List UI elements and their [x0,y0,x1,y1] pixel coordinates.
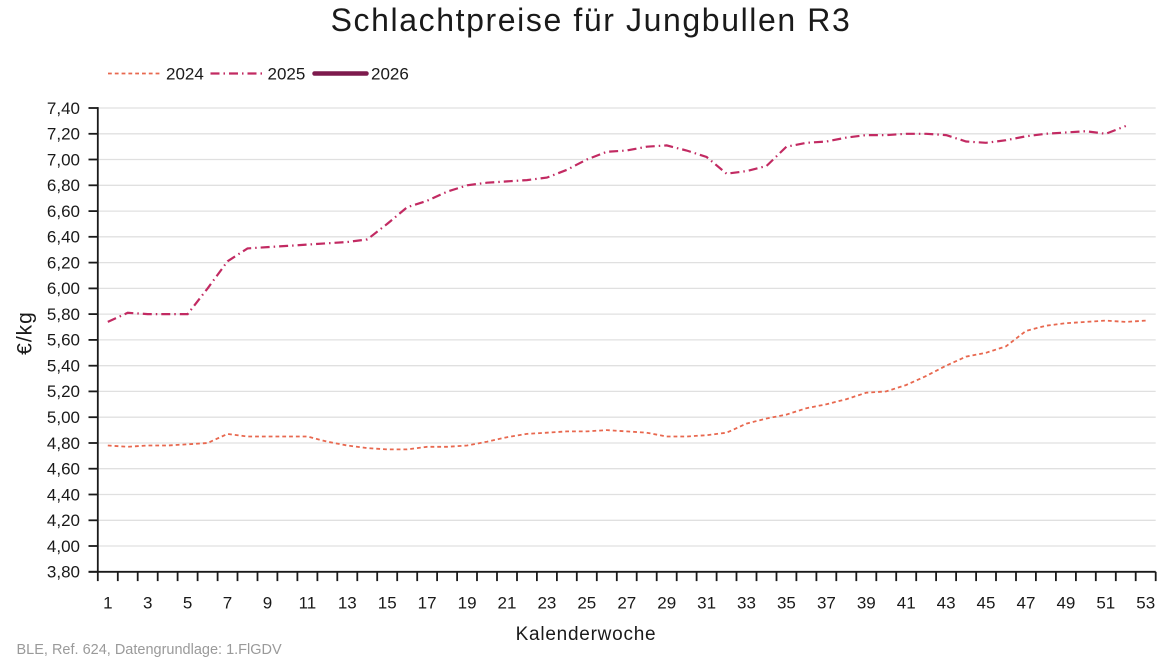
svg-text:11: 11 [299,594,317,613]
svg-text:6,20: 6,20 [47,253,80,272]
svg-text:33: 33 [737,594,756,613]
svg-text:7,00: 7,00 [47,150,80,169]
svg-text:23: 23 [537,594,556,613]
svg-text:5: 5 [183,594,192,613]
svg-text:€/kg: €/kg [14,311,37,355]
svg-text:7,20: 7,20 [47,125,80,144]
svg-text:1: 1 [103,594,112,613]
svg-text:49: 49 [1056,594,1075,613]
svg-text:4,60: 4,60 [47,460,80,479]
svg-text:41: 41 [897,594,916,613]
svg-text:5,40: 5,40 [47,357,80,376]
svg-text:6,80: 6,80 [47,176,80,195]
svg-text:47: 47 [1017,594,1036,613]
svg-text:37: 37 [817,594,836,613]
svg-text:39: 39 [857,594,876,613]
svg-text:7,40: 7,40 [47,99,80,118]
svg-text:29: 29 [657,594,676,613]
svg-text:7: 7 [223,594,232,613]
svg-text:3,80: 3,80 [47,563,80,582]
svg-text:Kalenderwoche: Kalenderwoche [516,624,657,645]
svg-text:5,80: 5,80 [47,305,80,324]
svg-text:17: 17 [418,594,437,613]
svg-text:4,80: 4,80 [47,434,80,453]
svg-text:35: 35 [777,594,796,613]
svg-text:6,40: 6,40 [47,228,80,247]
svg-text:51: 51 [1096,594,1115,613]
svg-text:15: 15 [378,594,397,613]
svg-text:5,60: 5,60 [47,331,80,350]
svg-text:19: 19 [458,594,477,613]
svg-text:6,00: 6,00 [47,279,80,298]
svg-text:25: 25 [577,594,596,613]
svg-text:9: 9 [263,594,272,613]
svg-text:43: 43 [937,594,956,613]
svg-text:4,40: 4,40 [47,485,80,504]
svg-text:5,00: 5,00 [47,408,80,427]
svg-text:27: 27 [617,594,636,613]
svg-text:2026: 2026 [371,65,409,84]
svg-text:3: 3 [143,594,152,613]
svg-text:Schlachtpreise für Jungbullen: Schlachtpreise für Jungbullen R3 [331,2,852,38]
svg-text:4,20: 4,20 [47,511,80,530]
svg-text:4,00: 4,00 [47,537,80,556]
svg-text:53: 53 [1136,594,1155,613]
svg-text:6,60: 6,60 [47,202,80,221]
svg-text:31: 31 [697,594,716,613]
svg-text:5,20: 5,20 [47,382,80,401]
svg-text:2025: 2025 [268,65,306,84]
svg-text:21: 21 [498,594,517,613]
svg-text:45: 45 [977,594,996,613]
svg-text:13: 13 [338,594,357,613]
svg-text:BLE, Ref. 624, Datengrundlage:: BLE, Ref. 624, Datengrundlage: 1.FlGDV [17,642,283,658]
svg-text:2024: 2024 [166,65,204,84]
